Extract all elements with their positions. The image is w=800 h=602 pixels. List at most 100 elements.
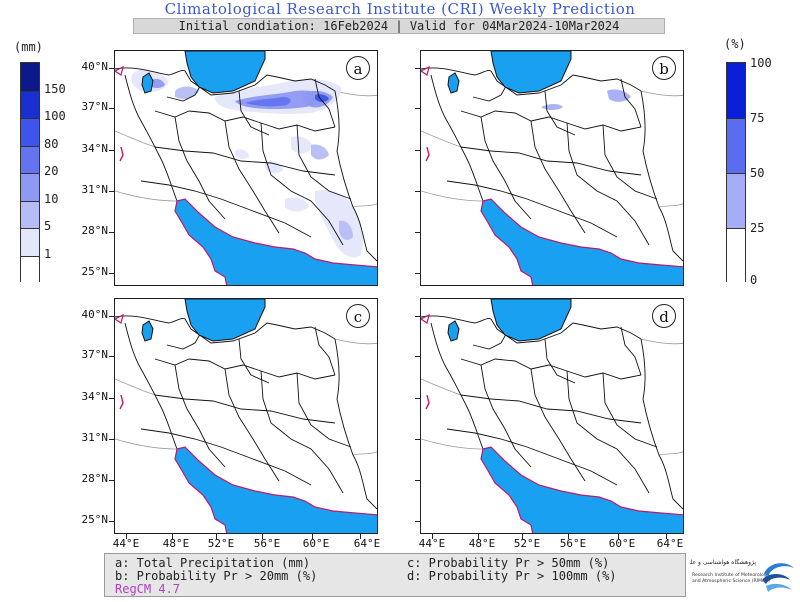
coast-mark [119, 146, 124, 162]
lat-label-34n: 34°N [81, 390, 109, 403]
colorbar-tick-label: 25 [750, 221, 765, 235]
province-border [260, 370, 344, 494]
colorbar-segment [727, 228, 745, 283]
province-border [544, 90, 576, 136]
coast-mark [421, 313, 430, 324]
province-border [544, 338, 576, 384]
colorbar-segment [21, 90, 39, 118]
lat-tick [415, 398, 420, 399]
rimas-logo-icon: پژوهشگاه هواشناسی و علوم جو Research Ins… [674, 558, 794, 592]
colorbar-segment [21, 255, 39, 283]
neighbor-border [115, 378, 156, 396]
coast-mark [115, 65, 124, 76]
coast-mark [119, 394, 124, 410]
province-border [154, 358, 336, 380]
lon-label-56e: 56°E [559, 537, 587, 550]
colorbar-segment [727, 63, 745, 118]
province-border [224, 120, 280, 234]
neighbor-border [421, 130, 462, 148]
colorbar-segment [727, 118, 745, 173]
lon-tick [360, 534, 361, 539]
province-border [620, 78, 642, 128]
caspian-sea [184, 299, 266, 342]
colorbar-segment [21, 145, 39, 173]
persian-gulf [480, 446, 683, 533]
province-border [640, 90, 683, 262]
lon-tick [216, 534, 217, 539]
lon-tick [568, 534, 569, 539]
precipitation-area [245, 97, 291, 107]
province-border [430, 322, 484, 450]
lat-tick [109, 316, 114, 317]
province-border [602, 124, 658, 200]
legend-box: a: Total Precipitation (mm) c: Probabili… [104, 553, 686, 597]
iran-map [421, 51, 683, 285]
neighbor-border [334, 90, 377, 97]
lat-tick [415, 150, 420, 151]
lat-label-37n: 37°N [81, 348, 109, 361]
lon-tick [262, 534, 263, 539]
lon-tick [172, 534, 173, 539]
neighbor-border [352, 451, 377, 456]
lat-label-31n: 31°N [81, 431, 109, 444]
colorbar-tick-label: 1 [44, 246, 52, 261]
neighbor-border [421, 190, 484, 202]
lake-urmia [141, 72, 154, 94]
lat-label-28n: 28°N [81, 472, 109, 485]
lat-label-31n: 31°N [81, 183, 109, 196]
province-border [530, 120, 586, 234]
colorbar-segment [21, 63, 39, 91]
legend-item-c: c: Probability Pr > 50mm (%) [407, 556, 610, 570]
coast-mark [425, 146, 430, 162]
lat-label-40n: 40°N [81, 60, 109, 73]
iran-map [421, 299, 683, 533]
lat-label-34n: 34°N [81, 142, 109, 155]
province-border [296, 372, 352, 448]
province-border [140, 428, 312, 486]
colorbar-segment [727, 173, 745, 228]
province-border [566, 122, 650, 246]
lon-tick [478, 534, 479, 539]
province-border [530, 368, 586, 482]
logo-text-fa: پژوهشگاه هواشناسی و علوم جو [690, 558, 756, 566]
left-colorbar-unit: (mm) [14, 40, 43, 54]
lat-tick [415, 191, 420, 192]
map-panel-d [420, 298, 684, 534]
lon-tick [618, 534, 619, 539]
coast-mark [115, 313, 124, 324]
map-panel-b [420, 50, 684, 286]
colorbar-tick-label: 20 [44, 164, 59, 178]
lat-tick [415, 68, 420, 69]
right-colorbar-unit: (%) [724, 37, 746, 51]
precipitation-area [311, 144, 329, 160]
lat-label-25n: 25°N [81, 265, 109, 278]
province-border [224, 368, 280, 482]
precipitation-area [285, 197, 309, 212]
lat-tick [415, 521, 420, 522]
province-border [296, 124, 352, 200]
lat-tick [109, 273, 114, 274]
province-border [640, 338, 683, 510]
caspian-sea [184, 51, 266, 94]
lat-tick [109, 232, 114, 233]
province-border [140, 180, 312, 238]
lat-tick [109, 439, 114, 440]
caspian-sea [490, 299, 572, 342]
lon-label-64e: 64°E [656, 537, 684, 550]
lat-label-37n: 37°N [81, 100, 109, 113]
lon-label-56e: 56°E [253, 537, 281, 550]
province-border [124, 74, 178, 202]
colorbar-tick-label: 0 [750, 273, 758, 287]
neighbor-border [352, 203, 377, 208]
logo-text-en-2: and Atmospheric Science (RIMAS) [692, 578, 770, 584]
lake-urmia [447, 72, 460, 94]
colorbar-tick-label: 100 [750, 56, 772, 70]
neighbor-border [115, 438, 178, 450]
lon-label-44e: 44°E [418, 537, 446, 550]
iran-map [115, 299, 377, 533]
lon-label-48e: 48°E [468, 537, 496, 550]
lon-tick [522, 534, 523, 539]
lat-tick [415, 273, 420, 274]
colorbar-tick-label: 10 [44, 191, 59, 206]
lat-tick [415, 480, 420, 481]
